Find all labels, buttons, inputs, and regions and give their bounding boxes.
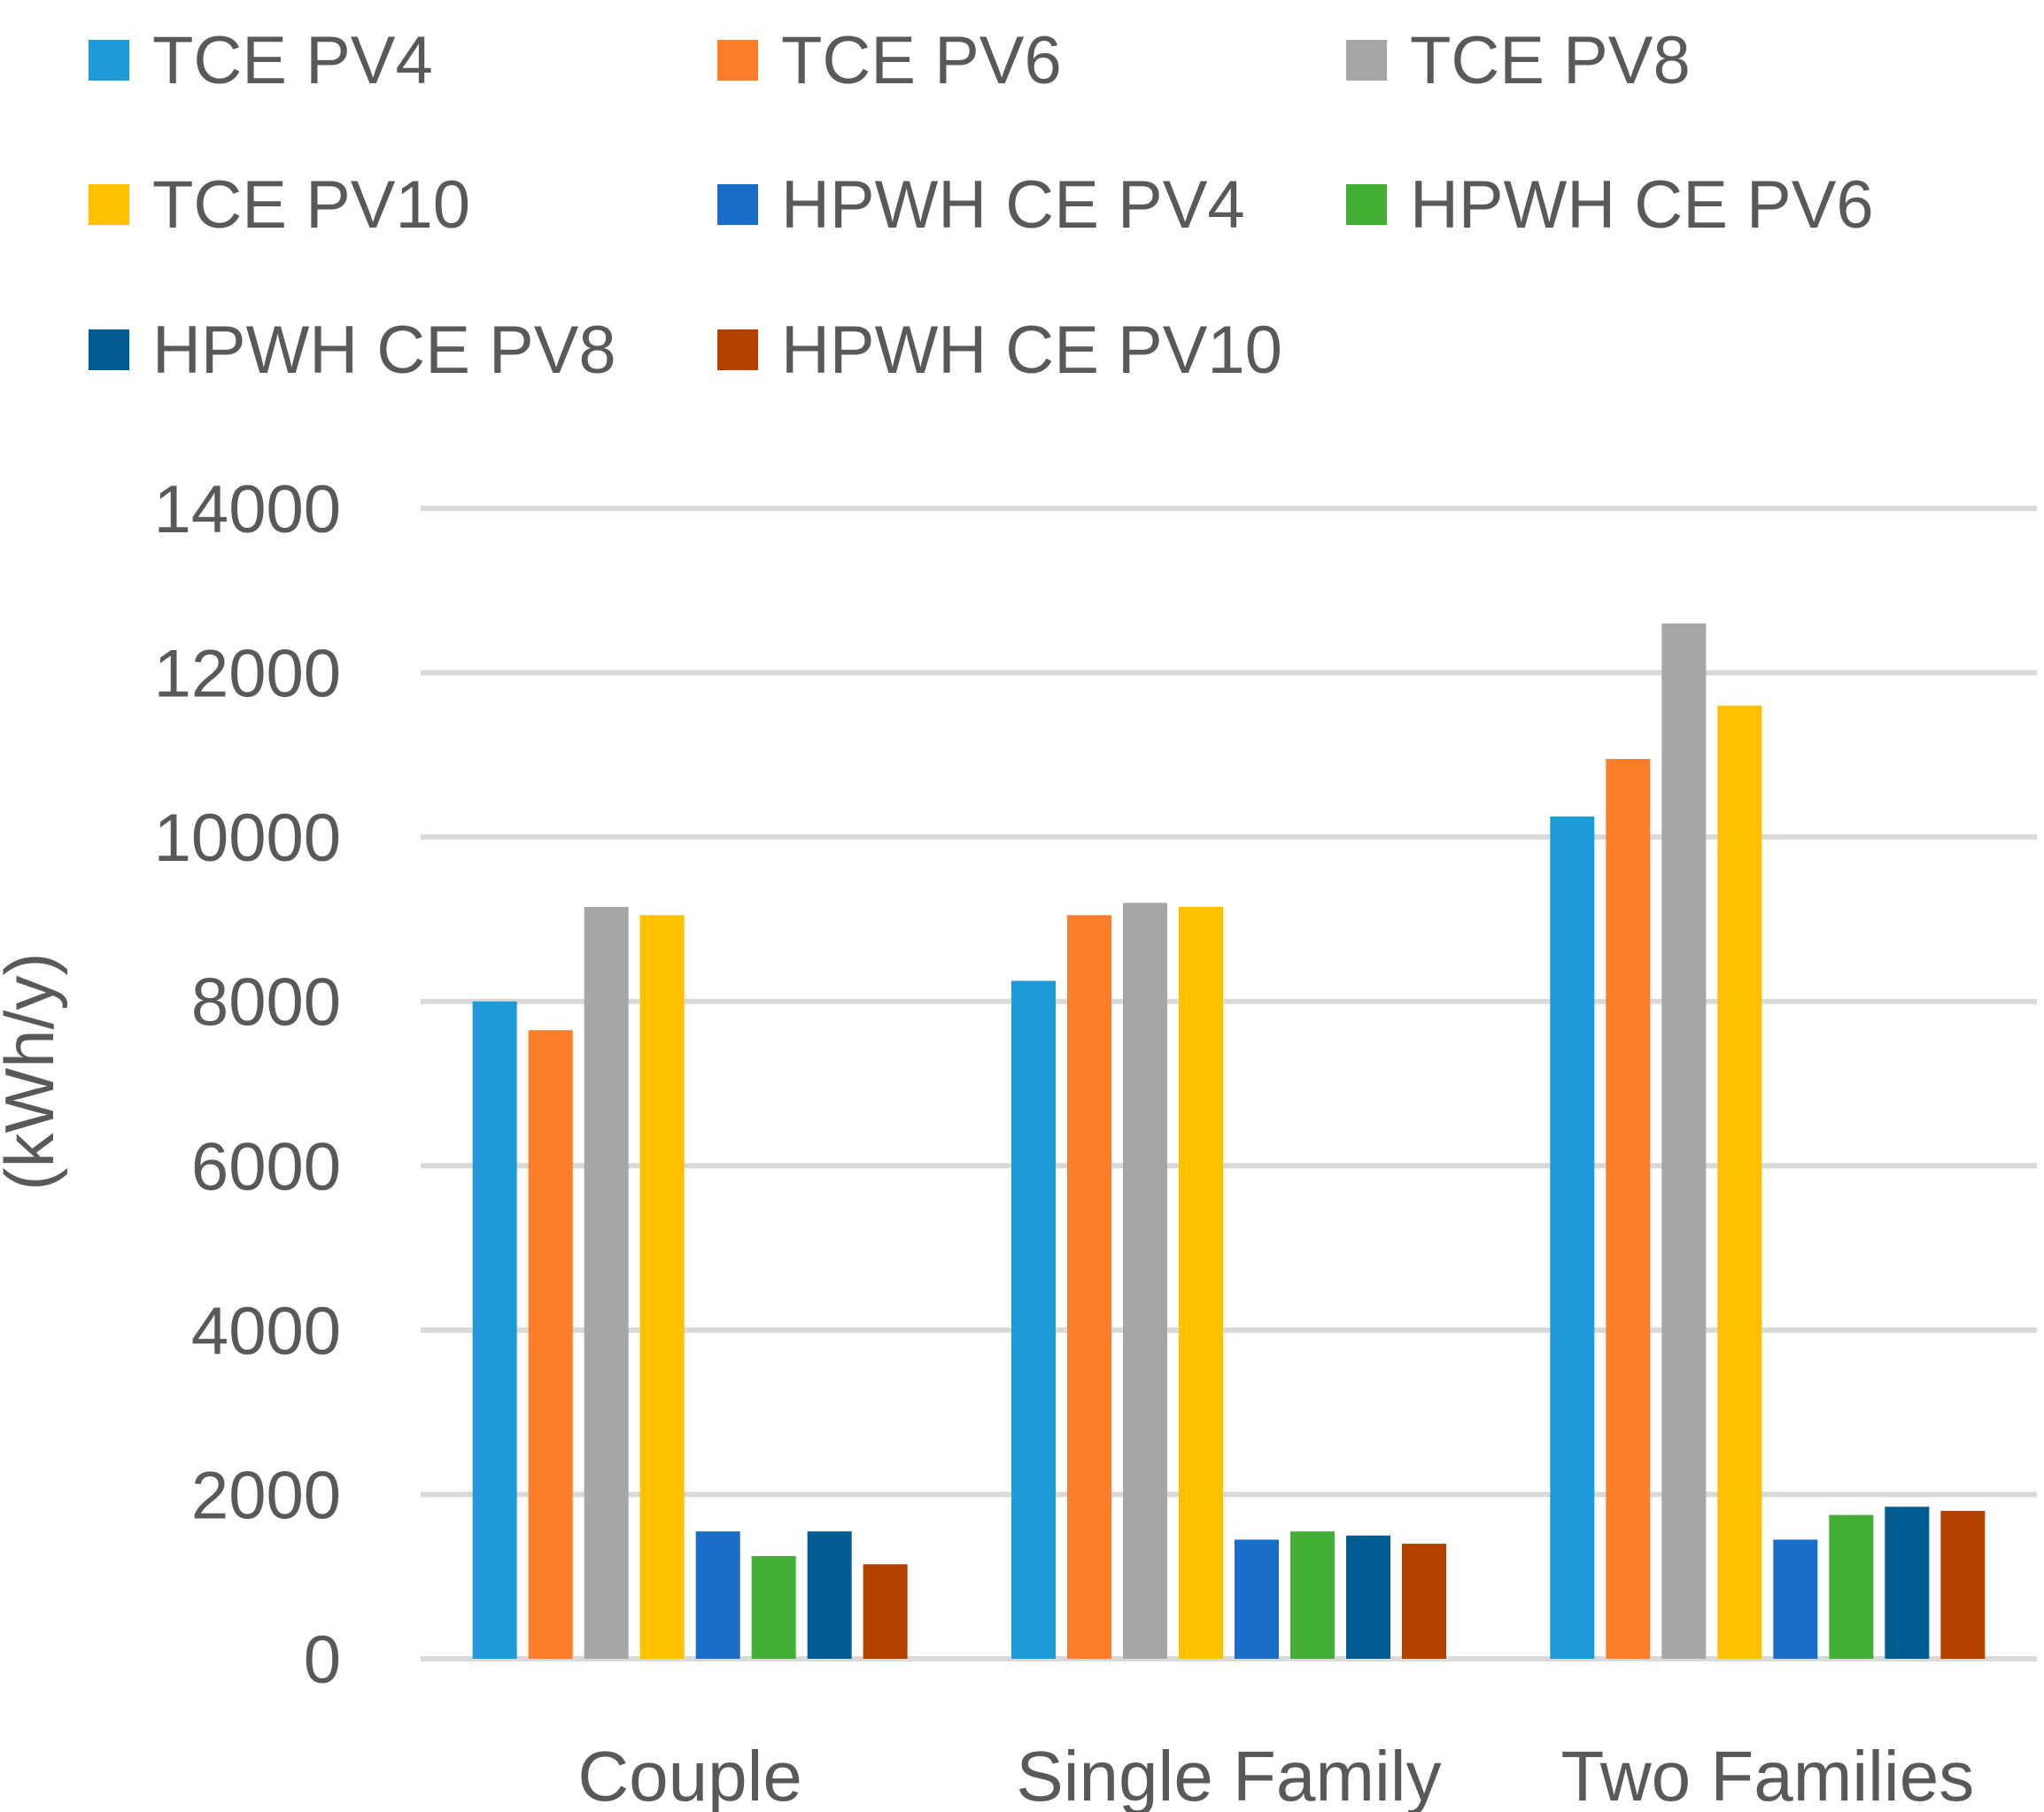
bar-single-family-hpwh-ce-pv4 (1235, 1539, 1279, 1659)
bar-single-family-hpwh-ce-pv10 (1402, 1544, 1446, 1659)
y-tick-label-6000: 6000 (191, 1129, 341, 1204)
gridlines (421, 506, 2037, 1661)
legend-swatch (717, 40, 758, 81)
bars (472, 623, 1986, 1659)
bar-two-families-hpwh-ce-pv8 (1885, 1506, 1930, 1659)
y-axis-title: (kWh/y) (0, 953, 68, 1191)
legend-item-tce-pv10: TCE PV10 (89, 167, 470, 243)
y-tick-label-14000: 14000 (154, 472, 341, 547)
y-tick-label-10000: 10000 (154, 801, 341, 876)
legend-label: TCE PV6 (781, 23, 1062, 98)
legend-item-hpwh-ce-pv8: HPWH CE PV8 (89, 313, 616, 388)
legend-item-tce-pv4: TCE PV4 (89, 23, 433, 98)
bar-couple-hpwh-ce-pv4 (695, 1531, 740, 1659)
bar-single-family-hpwh-ce-pv8 (1346, 1535, 1390, 1659)
legend-swatch (89, 40, 129, 81)
x-category-label-two-families: Two Families (1560, 1737, 1974, 1812)
bar-two-families-hpwh-ce-pv10 (1940, 1510, 1986, 1659)
legend-item-hpwh-ce-pv4: HPWH CE PV4 (717, 167, 1245, 243)
legend-swatch (89, 184, 129, 225)
bar-group-couple (472, 907, 908, 1659)
bar-couple-tce-pv6 (528, 1030, 573, 1659)
legend-item-hpwh-ce-pv6: HPWH CE PV6 (1346, 167, 1874, 243)
legend-swatch (1346, 40, 1387, 81)
bar-two-families-tce-pv4 (1550, 816, 1595, 1659)
y-tick-label-12000: 12000 (154, 637, 341, 712)
bar-couple-hpwh-ce-pv6 (751, 1556, 796, 1659)
bar-couple-hpwh-ce-pv8 (807, 1531, 852, 1659)
legend-swatch (1346, 184, 1387, 225)
y-tick-label-4000: 4000 (191, 1294, 341, 1369)
bar-group-single-family (1011, 902, 1446, 1659)
x-category-label-couple: Couple (577, 1737, 802, 1812)
legend-label: TCE PV4 (152, 23, 433, 98)
legend-swatch (717, 329, 758, 370)
bar-single-family-tce-pv4 (1011, 980, 1056, 1659)
legend: TCE PV4 TCE PV6 TCE PV8 TCE PV10 HPWH CE PV4… (89, 23, 1874, 388)
legend-label: TCE PV8 (1410, 23, 1691, 98)
y-tick-label-0: 0 (304, 1622, 341, 1698)
legend-item-tce-pv8: TCE PV8 (1346, 23, 1691, 98)
bar-single-family-tce-pv8 (1123, 902, 1167, 1659)
legend-label: HPWH CE PV8 (152, 313, 616, 388)
bar-couple-tce-pv10 (639, 915, 685, 1659)
y-axis-ticks: 0 2000 4000 6000 8000 10000 12000 14000 (154, 472, 341, 1698)
legend-swatch (89, 329, 129, 370)
y-tick-label-2000: 2000 (191, 1458, 341, 1533)
legend-label: HPWH CE PV10 (781, 313, 1282, 388)
bar-two-families-tce-pv6 (1606, 758, 1651, 1659)
bar-two-families-tce-pv8 (1661, 623, 1707, 1659)
legend-label: HPWH CE PV4 (781, 167, 1245, 243)
bar-two-families-hpwh-ce-pv4 (1773, 1539, 1818, 1659)
x-axis-categories: Couple Single Family Two Families (577, 1737, 1974, 1812)
legend-swatch (717, 184, 758, 225)
legend-item-tce-pv6: TCE PV6 (717, 23, 1062, 98)
bar-single-family-tce-pv6 (1067, 915, 1111, 1659)
bar-couple-tce-pv8 (584, 907, 629, 1659)
bar-single-family-hpwh-ce-pv6 (1290, 1531, 1335, 1659)
y-tick-label-8000: 8000 (191, 965, 341, 1041)
bar-two-families-tce-pv10 (1717, 705, 1762, 1659)
bar-single-family-tce-pv10 (1179, 907, 1223, 1659)
x-category-label-single-family: Single Family (1016, 1737, 1441, 1812)
legend-label: TCE PV10 (152, 167, 470, 243)
bar-couple-tce-pv4 (472, 1001, 517, 1659)
bar-group-two-families (1550, 623, 1986, 1659)
legend-label: HPWH CE PV6 (1410, 167, 1874, 243)
bar-two-families-hpwh-ce-pv6 (1829, 1514, 1874, 1659)
legend-item-hpwh-ce-pv10: HPWH CE PV10 (717, 313, 1282, 388)
bar-couple-hpwh-ce-pv10 (863, 1564, 908, 1659)
